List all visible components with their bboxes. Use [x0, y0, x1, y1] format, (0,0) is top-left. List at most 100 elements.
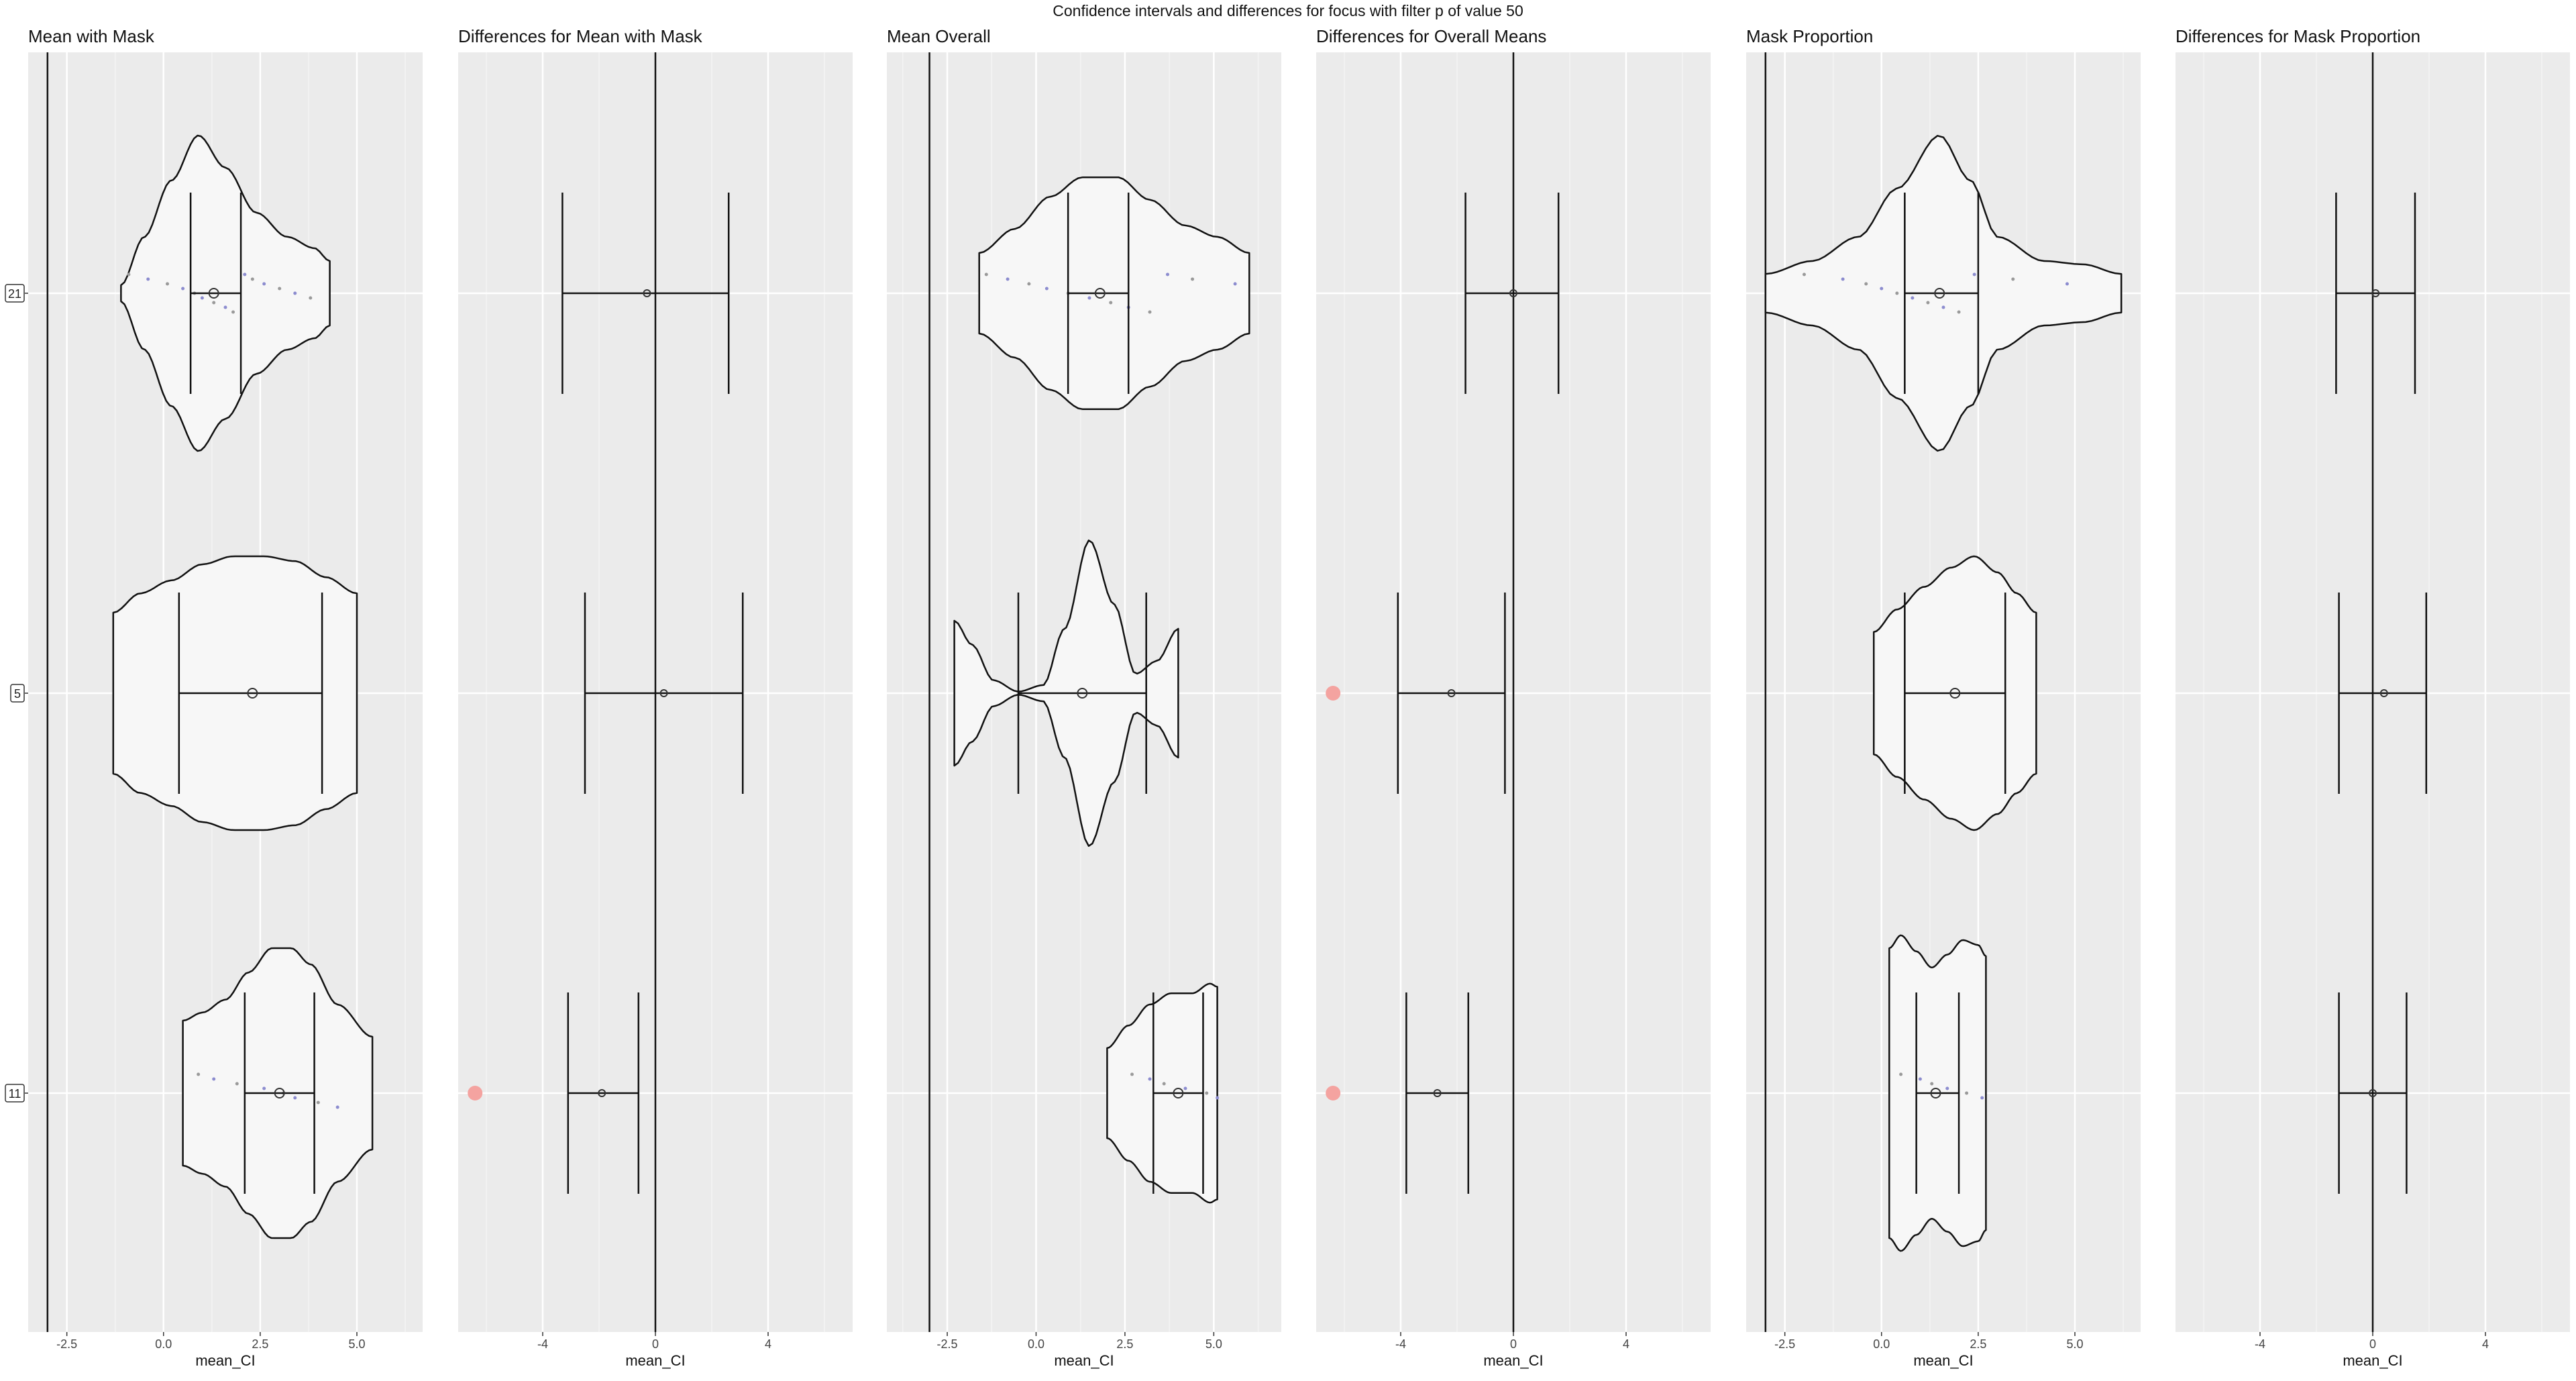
x-tick-label: 0: [2369, 1337, 2376, 1351]
x-tick-label: -4: [2255, 1337, 2265, 1351]
mean-point: [1094, 288, 1106, 299]
y-tick-text: 21: [8, 287, 21, 301]
data-point: [1945, 1086, 1949, 1090]
y-tick-box: [10, 684, 25, 703]
x-tick-label: 5.0: [348, 1337, 365, 1351]
data-point: [1972, 272, 1976, 276]
significance-marker: [468, 1086, 483, 1101]
group-5: [584, 593, 744, 794]
x-tick-label: 2.5: [1970, 1337, 1986, 1351]
data-point: [1087, 296, 1091, 300]
panel-3: Mean Overall -2.5 0.0 2.5 5.0 mean_CI: [887, 26, 1281, 1369]
group-5: [1872, 555, 2037, 831]
group-21: [978, 176, 1250, 411]
data-point: [1880, 287, 1884, 291]
mean-point: [247, 688, 258, 699]
data-point: [1006, 277, 1010, 281]
panel-2: Differences for Mean with Mask -4 0 4 mean_C…: [458, 26, 853, 1369]
x-tick-label: 2.5: [252, 1337, 268, 1351]
data-point: [127, 272, 131, 276]
significance-marker: [1326, 686, 1341, 701]
group-11: [468, 992, 640, 1194]
data-point: [1162, 1082, 1166, 1086]
data-point: [231, 310, 235, 314]
mean-point: [2369, 1089, 2377, 1097]
mean-point: [1077, 688, 1088, 699]
x-tick-label: -2.5: [56, 1337, 77, 1351]
data-point: [212, 1077, 216, 1081]
data-point: [1233, 282, 1237, 286]
panel-title: Mask Proportion: [1746, 26, 1873, 46]
x-tick-label: 4: [765, 1337, 771, 1351]
data-point: [1841, 277, 1845, 281]
data-point: [1930, 1082, 1934, 1086]
data-point: [1205, 1091, 1209, 1095]
mean-point: [1934, 288, 1945, 299]
data-point: [309, 296, 313, 300]
data-point: [316, 1101, 320, 1105]
group-11: [1888, 934, 1987, 1252]
group-21: [120, 134, 331, 452]
data-point: [200, 296, 204, 300]
mean-point: [274, 1088, 285, 1098]
data-point: [1918, 1077, 1922, 1081]
data-point: [1941, 305, 1945, 309]
data-point: [293, 1096, 297, 1100]
panel-title: Differences for Mean with Mask: [458, 26, 703, 46]
mean-point: [1433, 1089, 1442, 1097]
figure-title: Confidence intervals and differences for…: [1053, 2, 1523, 19]
data-point: [262, 1086, 266, 1090]
data-point: [1802, 272, 1806, 276]
data-point: [335, 1105, 339, 1109]
data-point: [1895, 291, 1899, 295]
group-11: [2338, 992, 2408, 1194]
x-tick-label: -4: [537, 1337, 548, 1351]
data-point: [250, 277, 254, 281]
data-point: [262, 282, 266, 286]
data-point: [181, 287, 185, 291]
data-point: [166, 282, 170, 286]
data-point: [278, 287, 282, 291]
x-tick-label: 0.0: [1028, 1337, 1044, 1351]
significance-marker: [1326, 1086, 1341, 1101]
y-tick-text: 5: [14, 687, 21, 701]
data-point: [1216, 1096, 1220, 1100]
group-21: [2335, 193, 2416, 394]
x-tick-label: 5.0: [2066, 1337, 2083, 1351]
x-tick-label: 5.0: [1205, 1337, 1222, 1351]
group-5: [2338, 593, 2428, 794]
data-point: [1165, 272, 1169, 276]
group-21: [561, 193, 730, 394]
data-point: [223, 305, 227, 309]
data-point: [1130, 1072, 1134, 1076]
x-axis-label: mean_CI: [2343, 1352, 2402, 1369]
y-tick-box: [5, 1084, 25, 1103]
mean-point: [208, 288, 219, 299]
data-point: [2011, 277, 2015, 281]
x-tick-label: 0: [1510, 1337, 1517, 1351]
mean-point: [1509, 289, 1517, 297]
x-tick-label: 0.0: [155, 1337, 172, 1351]
data-point: [212, 301, 216, 305]
group-21: [1464, 193, 1560, 394]
mean-point: [2371, 289, 2380, 297]
y-tick-label-21: 21: [5, 284, 28, 303]
x-axis-label: mean_CI: [1483, 1352, 1543, 1369]
mean-point: [2379, 689, 2388, 697]
panel-5: Mask Proportion -2.5 0.0 2.5 5.0 mean_CI: [1746, 26, 2141, 1369]
y-tick-text: 11: [9, 1087, 21, 1101]
data-point: [1183, 1086, 1187, 1090]
x-tick-label: 2.5: [1116, 1337, 1133, 1351]
data-point: [1957, 310, 1961, 314]
mean-point: [598, 1089, 606, 1097]
panel-title: Mean with Mask: [28, 26, 155, 46]
data-point: [1148, 1077, 1152, 1081]
group-21: [1764, 135, 2123, 452]
data-point: [293, 291, 297, 295]
panel-title: Differences for Overall Means: [1316, 26, 1546, 46]
data-point: [146, 277, 150, 281]
data-point: [1109, 301, 1113, 305]
panel-title: Mean Overall: [887, 26, 991, 46]
